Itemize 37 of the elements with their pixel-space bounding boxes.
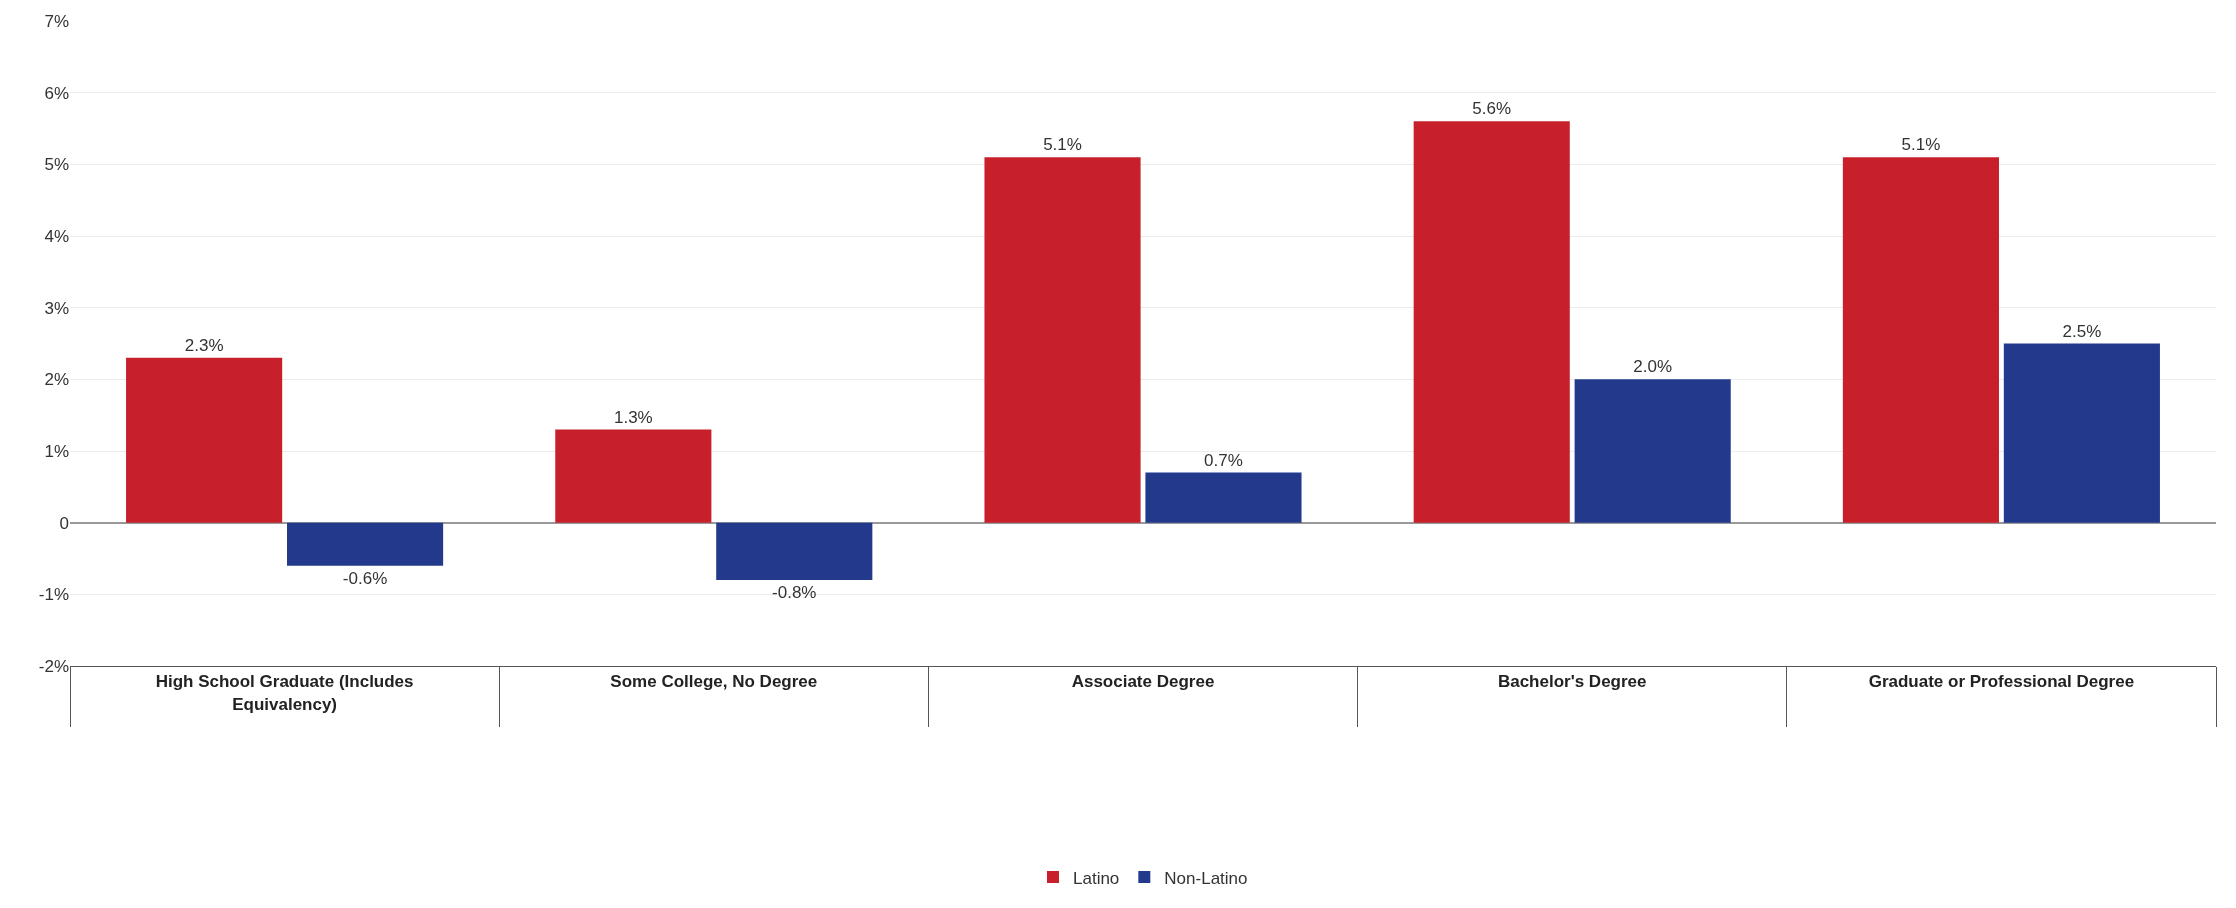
bar xyxy=(984,157,1141,523)
x-tick-label: Associate Degree xyxy=(1071,672,1215,692)
y-tick-label: 7% xyxy=(44,11,69,31)
data-label: -0.8% xyxy=(772,583,817,602)
bar xyxy=(126,357,283,523)
bar xyxy=(1574,379,1731,523)
data-label: 2.0% xyxy=(1633,357,1673,377)
y-tick-label: 5% xyxy=(44,155,69,175)
y-tick-label: -2% xyxy=(38,656,69,676)
data-label: 5.1% xyxy=(1043,135,1082,155)
data-label: -0.6% xyxy=(342,568,388,588)
legend-label: Latino xyxy=(1073,868,1120,888)
bar xyxy=(2003,343,2160,523)
data-label: 2.3% xyxy=(184,335,224,355)
bar xyxy=(716,522,873,580)
y-tick-label: 4% xyxy=(44,226,69,246)
bar xyxy=(1413,121,1570,523)
bar xyxy=(1145,472,1302,523)
y-tick-label: 0 xyxy=(59,513,69,533)
x-tick-label: Bachelor's Degree xyxy=(1497,672,1647,692)
bar xyxy=(555,429,712,523)
data-label: 5.6% xyxy=(1472,99,1512,119)
data-label: 0.7% xyxy=(1204,450,1243,470)
y-tick-label: 3% xyxy=(44,298,69,318)
bar xyxy=(1842,157,1999,523)
data-label: 1.3% xyxy=(613,407,653,427)
bar xyxy=(287,522,444,566)
y-tick-label: 2% xyxy=(44,370,69,390)
x-tick-label: Graduate or Professional Degree xyxy=(1868,672,2135,692)
y-tick-label: -1% xyxy=(38,585,69,605)
data-label: 5.1% xyxy=(1901,135,1941,155)
y-tick-label: 1% xyxy=(44,441,69,461)
x-tick-label: High School Graduate (Includes Equivalency) xyxy=(155,672,414,714)
y-tick-label: 6% xyxy=(44,83,69,103)
legend-label: Non-Latino xyxy=(1164,868,1248,888)
x-tick-label: Some College, No Degree xyxy=(610,672,818,692)
data-label: 2.5% xyxy=(2062,321,2102,341)
